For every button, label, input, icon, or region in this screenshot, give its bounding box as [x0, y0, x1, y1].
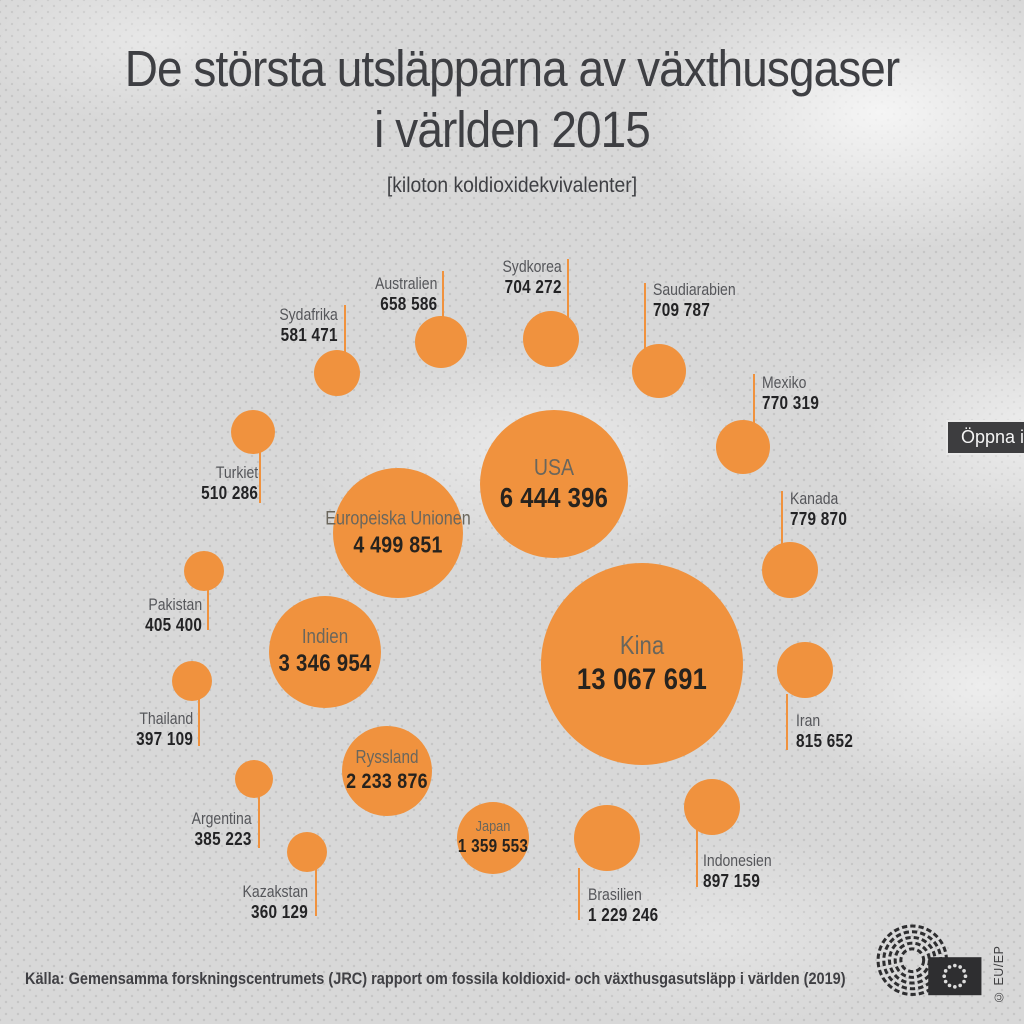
country-name: Saudiarabien	[653, 281, 736, 299]
country-value: 709 787	[653, 300, 711, 321]
bubble-kazakstan	[287, 832, 327, 872]
country-value: 704 272	[504, 277, 562, 298]
bubble-label-mexiko: Mexiko 770 319	[762, 373, 819, 415]
country-value: 658 586	[379, 294, 437, 315]
bubble-kanada	[762, 542, 818, 598]
bubble-label-pakistan: Pakistan 405 400	[145, 595, 202, 637]
bubble-label-ryssland: Ryssland 2 233 876	[346, 747, 428, 795]
bubble-iran	[777, 642, 833, 698]
country-value: 897 159	[703, 871, 761, 892]
bubble-sydafrika	[314, 350, 360, 396]
country-name: Ryssland	[355, 747, 419, 768]
country-name: Argentina	[191, 810, 252, 828]
country-value: 6 444 396	[499, 481, 609, 513]
country-value: 815 652	[796, 731, 854, 752]
bubble-label-usa: USA 6 444 396	[500, 453, 608, 515]
country-value: 397 109	[135, 729, 193, 750]
country-name: Australien	[374, 275, 437, 293]
label-line-mexiko	[753, 374, 755, 426]
country-name: Mexiko	[762, 374, 807, 392]
bubble-label-kina: Kina 13 067 691	[577, 630, 707, 698]
country-name: Europeiska Unionen	[325, 508, 471, 530]
country-value: 360 129	[250, 902, 308, 923]
label-line-brasilien	[578, 868, 580, 920]
header: De största utsläpparna av växthusgaser i…	[0, 0, 1024, 198]
bubble-label-argentina: Argentina 385 223	[192, 809, 252, 851]
bubble-brasilien	[574, 805, 640, 871]
bubble-label-iran: Iran 815 652	[796, 711, 853, 753]
bubble-pakistan	[184, 551, 224, 591]
bubble-turkiet	[231, 410, 275, 454]
bubble-australien	[415, 316, 467, 368]
bubble-label-indien: Indien 3 346 954	[278, 625, 371, 679]
bubble-label-kazakstan: Kazakstan 360 129	[243, 882, 308, 924]
country-name: Brasilien	[588, 886, 642, 904]
bubble-label-brasilien: Brasilien 1 229 246	[588, 885, 658, 927]
bubble-label-europeiska-unionen: Europeiska Unionen 4 499 851	[325, 507, 470, 558]
subtitle-unit: [kiloton koldioxidekvivalenter]	[386, 174, 638, 198]
bubble-saudiarabien	[632, 344, 686, 398]
country-value: 1 359 553	[457, 836, 529, 857]
country-value: 510 286	[200, 483, 258, 504]
country-value: 385 223	[194, 829, 252, 850]
country-name: Indonesien	[703, 852, 772, 870]
label-line-kanada	[781, 491, 783, 548]
country-name: Japan	[475, 817, 511, 835]
bubble-label-thailand: Thailand 397 109	[136, 709, 193, 751]
country-name: Indien	[301, 626, 349, 649]
bubble-thailand	[172, 661, 212, 701]
label-line-kazakstan	[315, 867, 317, 916]
label-line-thailand	[198, 696, 200, 746]
country-value: 13 067 691	[576, 662, 708, 696]
open-in-tooltip[interactable]: Öppna i	[946, 420, 1024, 455]
label-line-argentina	[258, 793, 260, 848]
country-name: Kazakstan	[242, 883, 308, 901]
bubble-label-kanada: Kanada 779 870	[790, 489, 847, 531]
label-line-saudiarabien	[644, 283, 646, 350]
country-value: 770 319	[762, 393, 820, 414]
bubble-label-sydafrika: Sydafrika 581 471	[280, 305, 338, 347]
country-name: USA	[533, 453, 575, 480]
country-value: 4 499 851	[353, 531, 443, 558]
country-name: Sydafrika	[279, 306, 338, 324]
country-value: 2 233 876	[346, 770, 428, 794]
bubble-label-indonesien: Indonesien 897 159	[703, 851, 772, 893]
bubble-indonesien	[684, 779, 740, 835]
bubble-label-japan: Japan 1 359 553	[458, 818, 528, 858]
bubble-argentina	[235, 760, 273, 798]
page-title: De största utsläpparna av växthusgaser i…	[0, 38, 1024, 160]
bubble-sydkorea	[523, 311, 579, 367]
country-value: 1 229 246	[588, 905, 659, 926]
country-name: Thailand	[139, 710, 193, 728]
country-name: Turkiet	[215, 464, 258, 482]
label-line-indonesien	[696, 830, 698, 887]
country-name: Iran	[796, 712, 821, 730]
bubble-label-saudiarabien: Saudiarabien 709 787	[653, 280, 736, 322]
country-value: 779 870	[790, 509, 848, 530]
country-value: 581 471	[280, 325, 338, 346]
label-line-turkiet	[259, 448, 261, 503]
label-line-pakistan	[207, 586, 209, 630]
country-name: Kina	[619, 629, 665, 660]
country-name: Kanada	[790, 490, 839, 508]
label-line-iran	[786, 694, 788, 750]
bubble-label-sydkorea: Sydkorea 704 272	[503, 257, 562, 299]
bubble-label-turkiet: Turkiet 510 286	[201, 463, 258, 505]
open-in-tooltip-label: Öppna i	[961, 427, 1024, 447]
label-line-australien	[442, 271, 444, 322]
country-value: 405 400	[144, 615, 202, 636]
country-value: 3 346 954	[278, 650, 372, 678]
country-name: Sydkorea	[502, 258, 562, 276]
bubble-label-australien: Australien 658 586	[375, 274, 437, 316]
title-line-2: i världen 2015	[374, 101, 651, 159]
label-line-sydafrika	[344, 305, 346, 355]
country-name: Pakistan	[148, 596, 202, 614]
bubble-mexiko	[716, 420, 770, 474]
title-line-1: De största utsläpparna av växthusgaser	[124, 40, 900, 97]
